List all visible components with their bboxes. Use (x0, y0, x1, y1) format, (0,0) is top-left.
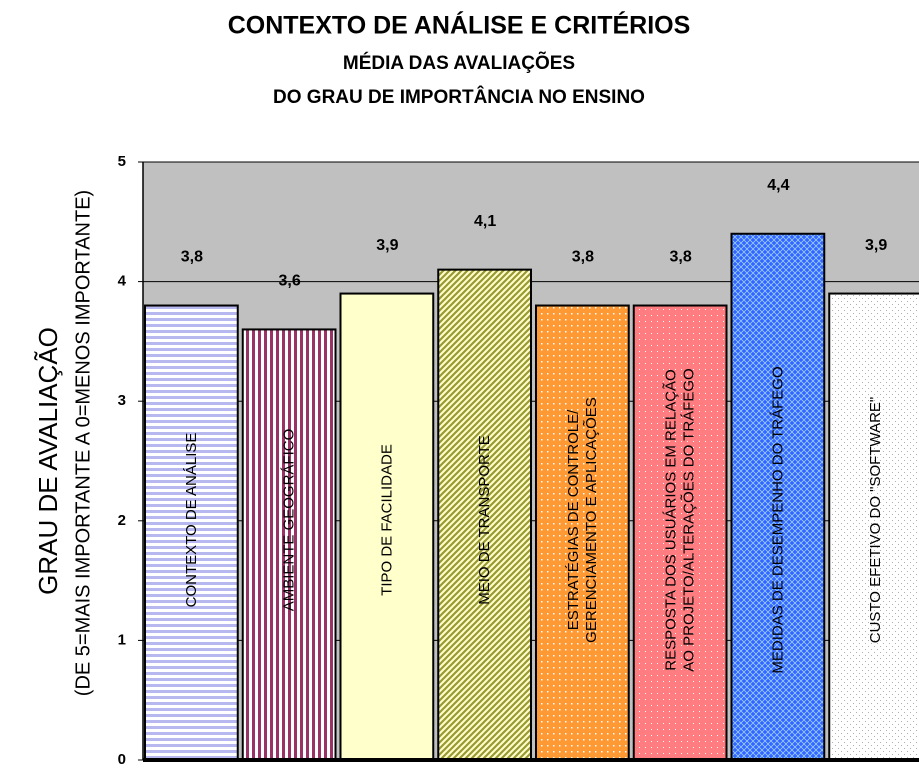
category-label: TIPO DE FACILIDADE (378, 444, 395, 596)
category-label: CONTEXTO DE ANÁLISE (183, 433, 200, 608)
y-axis-label: (DE 5=MAIS IMPORTANTE A 0=MENOS IMPORTAN… (72, 190, 94, 696)
category-label: AO PROJETO/ALTERAÇÕES DO TRÁFEGO (681, 368, 698, 671)
data-label: 3,8 (670, 249, 692, 266)
category-label: MEDIDAS DE DESEMPENHO DO TRÁFEGO (769, 366, 786, 673)
category-label: AMBIENTE GEOGRÁFICO (281, 429, 298, 612)
category-label: ESTRATÉGIAS DE CONTROLE/ (565, 409, 582, 630)
y-tick-label: 2 (118, 512, 126, 529)
category-label: RESPOSTA DOS USUÁRIOS EM RELAÇÃO (663, 369, 680, 670)
y-tick-label: 4 (118, 273, 127, 290)
category-label: GERENCIAMENTO E APLICAÇÕES (583, 397, 600, 643)
bar (437, 268, 532, 761)
bar (632, 304, 728, 761)
bar (535, 304, 630, 761)
bar (828, 292, 919, 761)
data-label: 4,4 (767, 177, 789, 194)
data-label: 4,1 (474, 213, 496, 230)
data-label: 3,8 (181, 249, 203, 266)
y-tick-label: 1 (118, 631, 126, 648)
chart-title: CONTEXTO DE ANÁLISE E CRITÉRIOS (228, 11, 691, 40)
data-label: 3,6 (279, 273, 301, 290)
category-label: CUSTO EFETIVO DO "SOFTWARE" (867, 397, 884, 644)
bar (730, 232, 826, 761)
category-label: MEIO DE TRANSPORTE (476, 435, 493, 604)
data-label: 3,9 (865, 237, 887, 254)
data-label: 3,9 (376, 237, 398, 254)
chart-subtitle: MÉDIA DAS AVALIAÇÕES (343, 52, 575, 74)
y-axis-label: GRAU DE AVALIAÇÃO (33, 327, 63, 595)
y-tick-label: 0 (118, 751, 126, 768)
chart-subtitle: DO GRAU DE IMPORTÂNCIA NO ENSINO (273, 86, 645, 108)
data-label: 3,8 (572, 249, 594, 266)
y-tick-label: 3 (118, 392, 126, 409)
y-tick-label: 5 (118, 153, 126, 170)
